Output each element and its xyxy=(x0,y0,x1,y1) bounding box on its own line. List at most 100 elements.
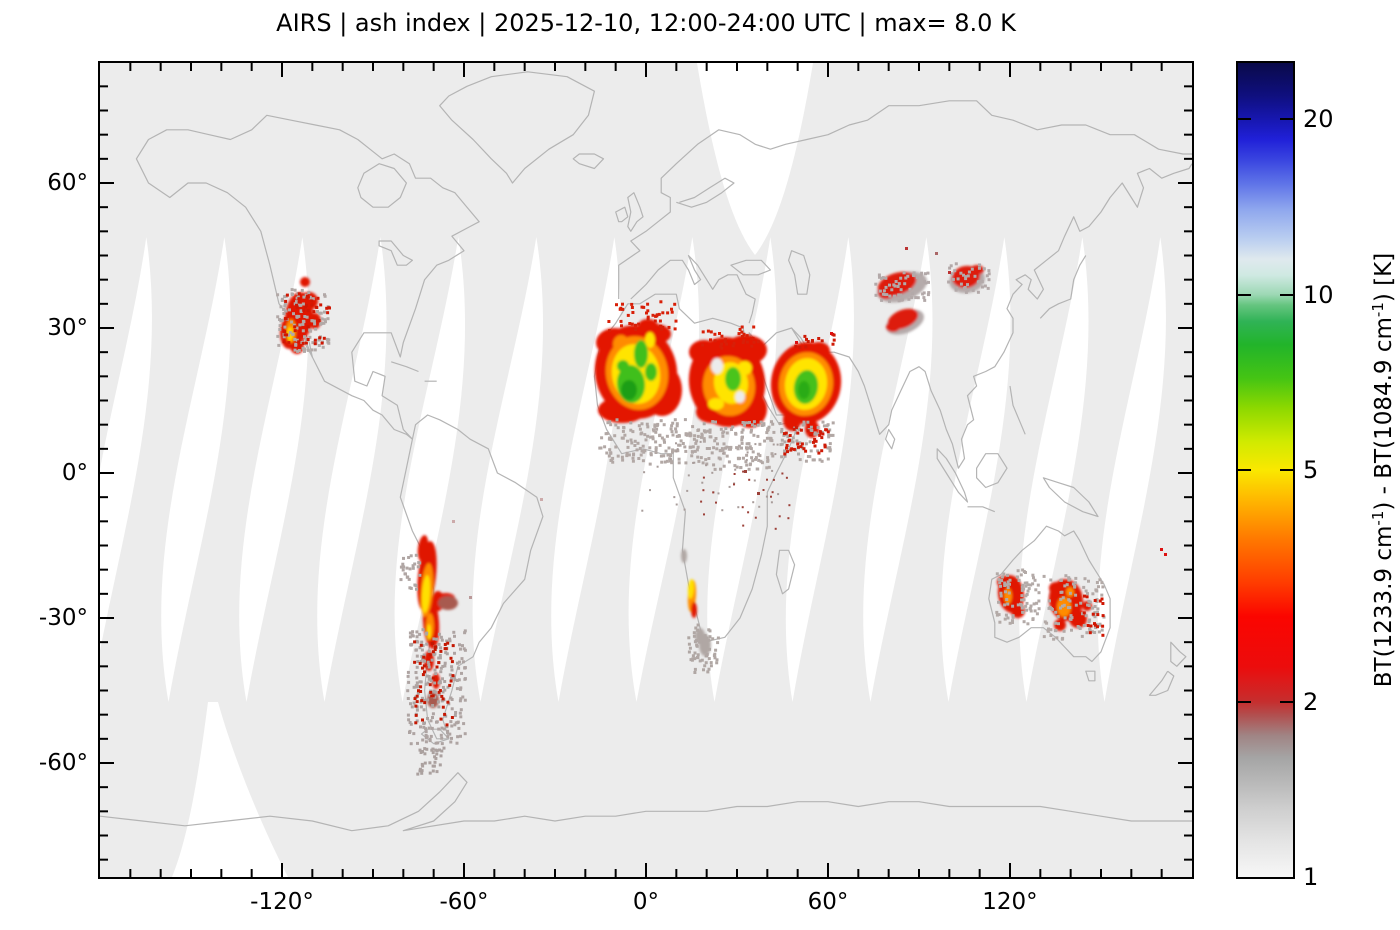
ash-speckle xyxy=(828,442,832,446)
ash-speckle xyxy=(1008,578,1012,582)
swath-gap-petal xyxy=(1097,237,1166,702)
ash-speckle xyxy=(644,438,648,442)
ash-speckle xyxy=(750,344,754,348)
ash-speckle xyxy=(399,578,403,582)
ash-speckle xyxy=(737,457,741,461)
ash-speckle xyxy=(964,275,968,279)
ash-speckle xyxy=(416,684,420,688)
ash-speckle xyxy=(450,665,454,669)
ash-speckle xyxy=(410,633,414,637)
ash-speckle xyxy=(421,628,425,632)
ash-speckle xyxy=(409,643,413,647)
ash-speckle xyxy=(741,506,744,509)
ash-speckle xyxy=(603,445,607,449)
ash-speckle xyxy=(293,288,297,292)
ash-speckle xyxy=(884,276,888,280)
ash-speckle xyxy=(765,495,768,498)
ash-speckle xyxy=(791,436,795,440)
ash-speckle xyxy=(651,435,655,439)
ash-speckle xyxy=(1020,585,1024,589)
ash-speckle xyxy=(792,447,796,451)
ash-speckle xyxy=(771,422,775,426)
ash-speckle xyxy=(914,296,918,300)
ash-speckle xyxy=(818,458,822,462)
ash-speckle xyxy=(767,465,771,469)
ash-speckle xyxy=(676,448,679,451)
ash-speckle xyxy=(783,449,786,453)
ash-speckle xyxy=(640,305,644,309)
ash-speckle xyxy=(301,319,305,323)
ash-speckle xyxy=(453,651,456,655)
ash-speckle xyxy=(806,340,810,343)
ash-speckle xyxy=(1034,588,1038,592)
ash-speckle xyxy=(429,719,433,723)
ash-speckle xyxy=(1004,613,1008,617)
ash-speckle xyxy=(1101,602,1105,605)
ash-speckle xyxy=(912,274,916,277)
ash-speckle xyxy=(431,650,435,654)
ash-speckle xyxy=(1037,607,1041,611)
ash-speckle xyxy=(1079,601,1083,605)
ash-speckle xyxy=(1101,614,1105,618)
ash-speckle xyxy=(282,312,286,315)
ash-speckle xyxy=(440,694,444,698)
ash-speckle xyxy=(418,767,422,771)
ash-speckle xyxy=(707,628,711,632)
ash-blob xyxy=(681,549,687,563)
ash-speckle xyxy=(752,433,756,437)
ash-speckle xyxy=(452,630,456,634)
ash-speckle xyxy=(620,455,624,459)
ash-speckle xyxy=(1015,575,1019,579)
ash-speckle xyxy=(414,648,418,652)
ash-speckle xyxy=(449,679,453,683)
ash-speckle xyxy=(1049,578,1053,582)
ash-speckle xyxy=(1082,624,1086,627)
ash-speckle xyxy=(621,458,625,462)
ash-speckle xyxy=(798,441,802,445)
ash-speckle xyxy=(999,584,1002,588)
ash-speckle xyxy=(802,420,806,424)
ash-speckle xyxy=(436,741,440,745)
ash-speckle xyxy=(625,454,629,458)
ash-speckle xyxy=(431,769,435,773)
ash-speckle xyxy=(1025,608,1029,612)
ash-speckle xyxy=(813,438,817,441)
ash-speckle xyxy=(698,659,702,663)
ash-speckle xyxy=(310,348,314,352)
ash-speckle xyxy=(327,306,331,310)
ash-speckle xyxy=(745,463,749,467)
colorbar-tick xyxy=(1238,293,1251,296)
colorbar-label-sup2: -1 xyxy=(1369,302,1387,318)
ash-speckle xyxy=(282,335,286,339)
ash-speckle xyxy=(777,493,780,496)
swath-gap-top-wedge xyxy=(697,63,813,255)
coastline xyxy=(1170,641,1187,667)
ash-speckle xyxy=(428,683,432,687)
ash-speckle xyxy=(301,302,305,306)
ash-speckle xyxy=(448,673,452,677)
ash-speckle xyxy=(798,346,802,349)
ash-speckle xyxy=(422,664,426,668)
ash-blob xyxy=(783,409,801,431)
ash-speckle xyxy=(283,302,287,306)
ash-speckle xyxy=(919,273,923,277)
ash-speckle xyxy=(763,439,767,443)
ash-speckle xyxy=(713,332,717,336)
ash-speckle xyxy=(715,658,719,662)
ash-speckle xyxy=(954,286,958,290)
ash-speckle xyxy=(298,323,302,327)
ash-speckle xyxy=(799,445,803,449)
ash-speckle xyxy=(1029,609,1033,613)
coastline xyxy=(976,453,1008,489)
ash-speckle xyxy=(719,344,723,348)
ash-speckle xyxy=(696,429,700,432)
ash-speckle xyxy=(437,661,441,665)
ash-speckle xyxy=(406,670,410,674)
ash-speckle xyxy=(1029,604,1033,608)
ash-speckle xyxy=(796,431,800,435)
ash-speckle xyxy=(675,424,679,428)
ash-dot xyxy=(744,470,747,473)
ash-speckle xyxy=(1037,599,1041,603)
ash-speckle xyxy=(897,282,901,286)
swath-gap-bottom-wedge xyxy=(172,702,288,877)
